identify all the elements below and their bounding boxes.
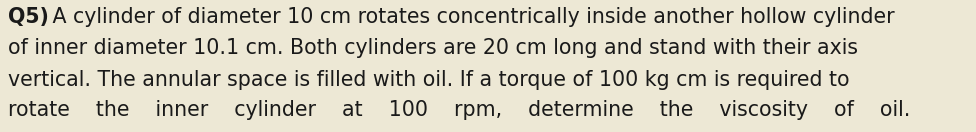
Text: vertical. The annular space is filled with oil. If a torque of 100 kg cm is requ: vertical. The annular space is filled wi…	[8, 70, 850, 90]
Text: of inner diameter 10.1 cm. Both cylinders are 20 cm long and stand with their ax: of inner diameter 10.1 cm. Both cylinder…	[8, 38, 858, 58]
Text: Q5): Q5)	[8, 7, 49, 27]
Text: rotate    the    inner    cylinder    at    100    rpm,    determine    the    v: rotate the inner cylinder at 100 rpm, de…	[8, 100, 911, 120]
Text: A cylinder of diameter 10 cm rotates concentrically inside another hollow cylind: A cylinder of diameter 10 cm rotates con…	[46, 7, 895, 27]
